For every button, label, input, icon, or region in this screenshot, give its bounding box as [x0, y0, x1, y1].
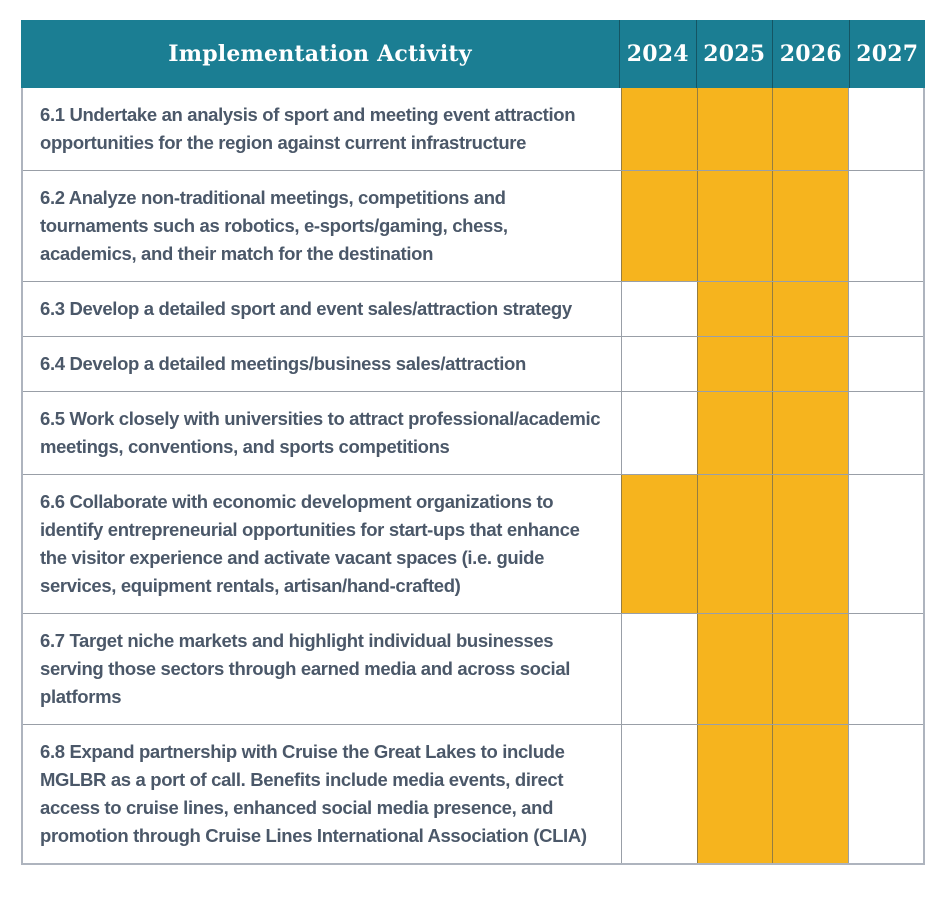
activity-label: 6.1 Undertake an analysis of sport and m…: [40, 104, 576, 153]
year-cell-2027: [847, 171, 923, 281]
year-cell-2026: [772, 392, 848, 474]
table-body: 6.1 Undertake an analysis of sport and m…: [23, 88, 923, 863]
table-row: 6.6 Collaborate with economic developmen…: [23, 474, 923, 613]
year-cell-2025: [696, 171, 772, 281]
year-cell-2025: [696, 337, 772, 391]
year-cell-2026: [772, 614, 848, 724]
year-cell-2026: [772, 725, 848, 863]
year-cell-2024: [621, 282, 697, 336]
table-row: 6.7 Target niche markets and highlight i…: [23, 613, 923, 724]
year-cell-2024: [621, 88, 697, 170]
year-cell-2025: [696, 392, 772, 474]
column-header-2025: 2025: [695, 20, 773, 88]
column-header-2026: 2026: [772, 20, 849, 88]
table-row: 6.8 Expand partnership with Cruise the G…: [23, 724, 923, 863]
activity-label: 6.2 Analyze non-traditional meetings, co…: [40, 187, 508, 264]
activity-label: 6.4 Develop a detailed meetings/business…: [40, 353, 526, 374]
year-cell-2025: [696, 725, 772, 863]
year-cell-2024: [621, 614, 697, 724]
year-cell-2025: [696, 282, 772, 336]
year-cell-2026: [772, 282, 848, 336]
year-cell-2027: [847, 88, 923, 170]
column-header-2024: 2024: [619, 20, 696, 88]
table-header-row: Implementation Activity 2024 2025 2026 2…: [21, 20, 925, 88]
activity-label: 6.5 Work closely with universities to at…: [40, 408, 601, 457]
year-cell-2027: [847, 337, 923, 391]
table-row: 6.5 Work closely with universities to at…: [23, 391, 923, 474]
activity-label: 6.3 Develop a detailed sport and event s…: [40, 298, 572, 319]
year-cell-2024: [621, 475, 697, 613]
year-cell-2026: [772, 171, 848, 281]
year-cell-2024: [621, 392, 697, 474]
year-cell-2027: [847, 725, 923, 863]
implementation-timeline-table: Implementation Activity 2024 2025 2026 2…: [21, 20, 925, 865]
table-row: 6.2 Analyze non-traditional meetings, co…: [23, 170, 923, 281]
year-cell-2027: [847, 392, 923, 474]
year-cell-2024: [621, 337, 697, 391]
table-row: 6.1 Undertake an analysis of sport and m…: [23, 88, 923, 170]
table-row: 6.4 Develop a detailed meetings/business…: [23, 336, 923, 391]
year-cell-2027: [847, 475, 923, 613]
year-cell-2025: [696, 88, 772, 170]
year-cell-2024: [621, 725, 697, 863]
year-cell-2024: [621, 171, 697, 281]
activity-label: 6.6 Collaborate with economic developmen…: [40, 491, 580, 596]
year-cell-2026: [772, 475, 848, 613]
year-cell-2027: [847, 614, 923, 724]
year-cell-2027: [847, 282, 923, 336]
year-cell-2026: [772, 88, 848, 170]
column-header-implementation-activity: Implementation Activity: [168, 41, 472, 67]
activity-label: 6.7 Target niche markets and highlight i…: [40, 630, 571, 707]
table-row: 6.3 Develop a detailed sport and event s…: [23, 281, 923, 336]
column-header-2027: 2027: [848, 20, 926, 88]
year-cell-2026: [772, 337, 848, 391]
activity-label: 6.8 Expand partnership with Cruise the G…: [40, 741, 587, 846]
year-cell-2025: [696, 614, 772, 724]
year-cell-2025: [696, 475, 772, 613]
